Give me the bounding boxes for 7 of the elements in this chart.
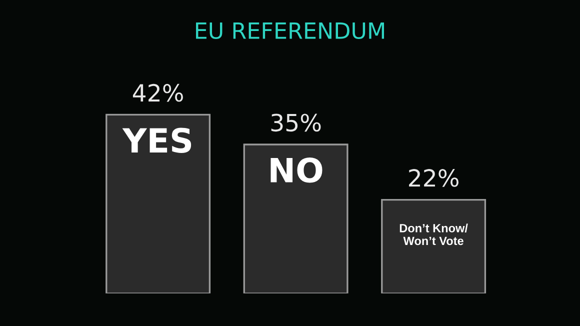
x-tick-label: NO (270, 158, 322, 183)
data-label: 42% (132, 84, 183, 102)
x-tick-label: Don’t Know/ Won’t Vote (400, 224, 468, 246)
x-tick-label: YES (122, 128, 192, 153)
data-label: 35% (271, 114, 321, 132)
chart-title: EU REFERENDUM (196, 22, 384, 40)
data-label: 22% (409, 169, 458, 187)
